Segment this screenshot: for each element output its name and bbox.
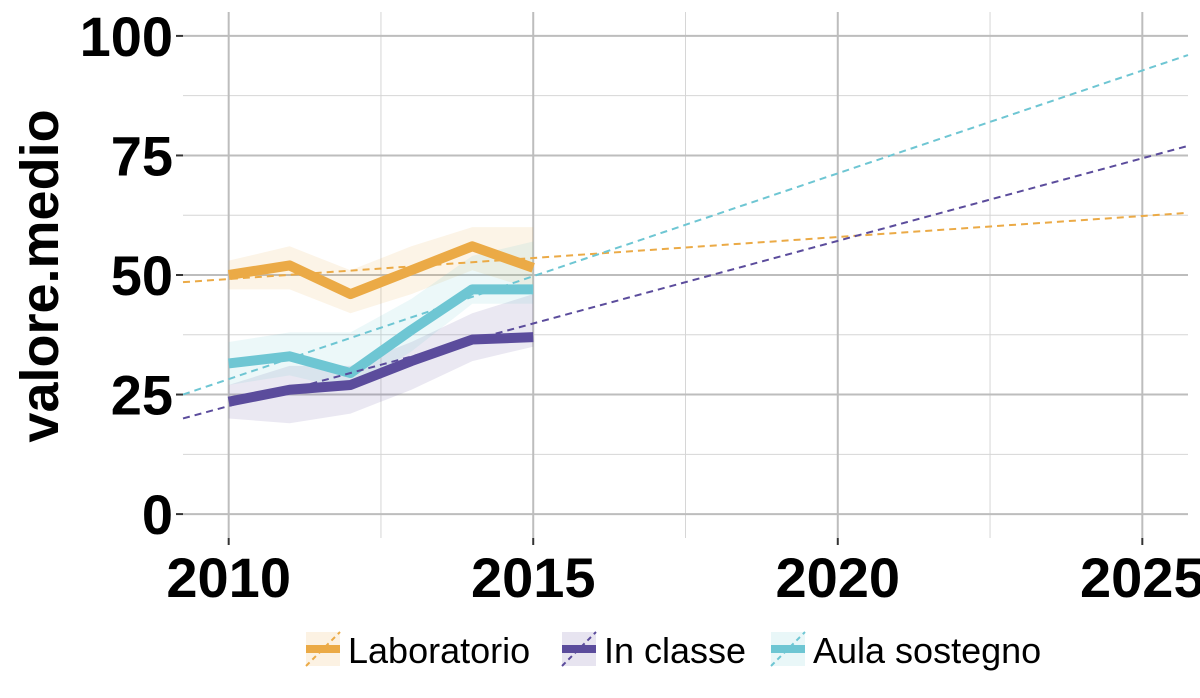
axes: 0 25 50 75 100 2010 2015 2020 2025 [80,5,1200,609]
trend-lines [182,54,1189,420]
series-line-laboratorio [227,241,535,300]
trend-line-in-classe [182,144,1189,420]
ribbon-aula-sostegno [228,241,534,390]
legend-item-aula-sostegno: Aula sostegno [770,630,1041,671]
legend-label: In classe [604,630,746,671]
legend-key-trend [770,631,806,667]
legend-label: Aula sostegno [813,630,1041,671]
legend: Laboratorio In classe Aula sostegno [305,630,1041,671]
legend-label: Laboratorio [348,630,530,671]
legend-key-trend [561,631,597,667]
x-tick-label: 2020 [775,546,900,609]
series-line-aula-sostegno [228,284,534,379]
y-tick-label: 50 [111,244,173,307]
y-tick-label: 100 [80,5,173,68]
y-tick-label: 25 [111,364,173,427]
y-tick-label: 0 [142,483,173,546]
legend-item-in-classe: In classe [561,630,746,671]
x-tick-label: 2010 [166,546,291,609]
legend-item-laboratorio: Laboratorio [305,630,530,671]
x-tick-label: 2015 [471,546,596,609]
legend-key-trend [305,631,341,667]
x-tick-label: 2025 [1080,546,1200,609]
y-axis-title: valore.medio [10,109,70,442]
y-tick-label: 75 [111,124,173,187]
trend-line-aula-sostegno [182,54,1189,396]
